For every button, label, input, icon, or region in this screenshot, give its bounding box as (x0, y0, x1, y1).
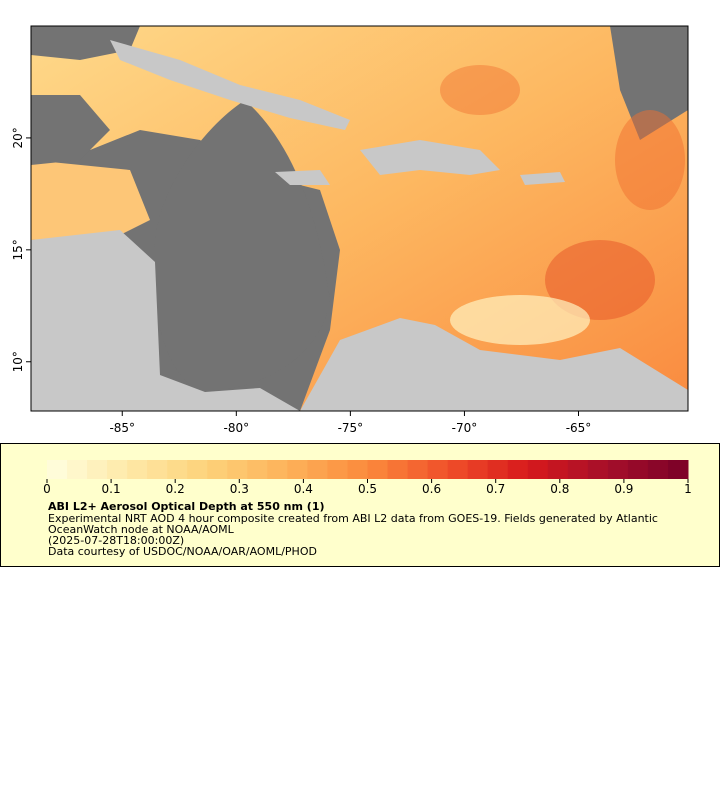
legend-line: Experimental NRT AOD 4 hour composite cr… (48, 512, 658, 525)
land-cuba (110, 40, 350, 130)
colorbar-tick-label: 0.1 (102, 482, 121, 496)
colorbar-segment (367, 460, 389, 479)
x-tick-label: -75° (338, 421, 364, 435)
colorbar-tick-label: 0.7 (486, 482, 505, 496)
colorbar-tick-label: 1 (684, 482, 692, 496)
colorbar-segment (427, 460, 449, 479)
aod-hotspot (615, 110, 685, 210)
x-tick-label: -85° (109, 421, 135, 435)
colorbar-segment (47, 460, 68, 479)
y-tick-label: 15° (11, 239, 25, 260)
colorbar-segment (487, 460, 509, 479)
colorbar-tick-label: 0.2 (166, 482, 185, 496)
aod-field (31, 160, 150, 240)
no-data (610, 26, 688, 140)
colorbar-segment (447, 460, 469, 479)
aod-hotspot (545, 240, 655, 320)
colorbar-segment (387, 460, 409, 479)
land-central-america (31, 230, 300, 411)
colorbar-tick-label: 0.4 (294, 482, 313, 496)
colorbar-segment (207, 460, 228, 479)
land-hispaniola (360, 140, 500, 175)
no-data (31, 95, 110, 165)
map-frame (30, 25, 689, 412)
legend-line: (2025-07-28T18:00:00Z) (48, 534, 184, 547)
colorbar-tick-label: 0 (43, 482, 51, 496)
colorbar-segment (267, 460, 288, 479)
colorbar-segment (167, 460, 188, 479)
colorbar-tick-label: 0.3 (230, 482, 249, 496)
colorbar-segment (227, 460, 248, 479)
legend-lines: Experimental NRT AOD 4 hour composite cr… (48, 512, 658, 558)
x-tick-label: -65° (566, 421, 592, 435)
legend-line: OceanWatch node at NOAA/AOML (48, 523, 235, 536)
colorbar-segment (307, 460, 328, 479)
colorbar-segment (247, 460, 268, 479)
colorbar-segment (187, 460, 208, 479)
colorbar-segment (547, 460, 569, 479)
colorbar-tick-label: 0.8 (550, 482, 569, 496)
colorbar-segment (287, 460, 308, 479)
colorbar-segment (627, 460, 649, 479)
colorbar-segment (647, 460, 669, 479)
colorbar-segment (407, 460, 429, 479)
colorbar-segment (107, 460, 128, 479)
colorbar-segment (567, 460, 589, 479)
aod-low (450, 295, 590, 345)
colorbar-tick-label: 0.6 (422, 482, 441, 496)
aod-hotspot (440, 65, 520, 115)
y-tick-label: 20° (11, 127, 25, 148)
colorbar-segment (87, 460, 108, 479)
land-jamaica (275, 170, 330, 185)
colorbar-segment (127, 460, 148, 479)
land-south-america (300, 318, 688, 411)
colorbar-tick-label: 0.9 (614, 482, 633, 496)
colorbar-segment (467, 460, 489, 479)
colorbar-segment (527, 460, 549, 479)
colorbar-segment (587, 460, 609, 479)
land-puerto-rico (520, 172, 565, 185)
map (30, 25, 689, 412)
colorbar-segment (327, 460, 348, 479)
x-tick-label: -80° (224, 421, 250, 435)
colorbar-segment (667, 460, 689, 479)
colorbar-segment (607, 460, 629, 479)
colorbar-segment (507, 460, 529, 479)
colorbar-segment (147, 460, 168, 479)
legend-title: ABI L2+ Aerosol Optical Depth at 550 nm … (48, 500, 325, 513)
legend-line: Data courtesy of USDOC/NOAA/OAR/AOML/PHO… (48, 545, 317, 558)
x-tick-label: -70° (452, 421, 478, 435)
colorbar-tick-label: 0.5 (358, 482, 377, 496)
y-tick-label: 10° (11, 351, 25, 372)
colorbar-segment (67, 460, 88, 479)
colorbar-segment (347, 460, 368, 479)
no-data (31, 26, 140, 60)
